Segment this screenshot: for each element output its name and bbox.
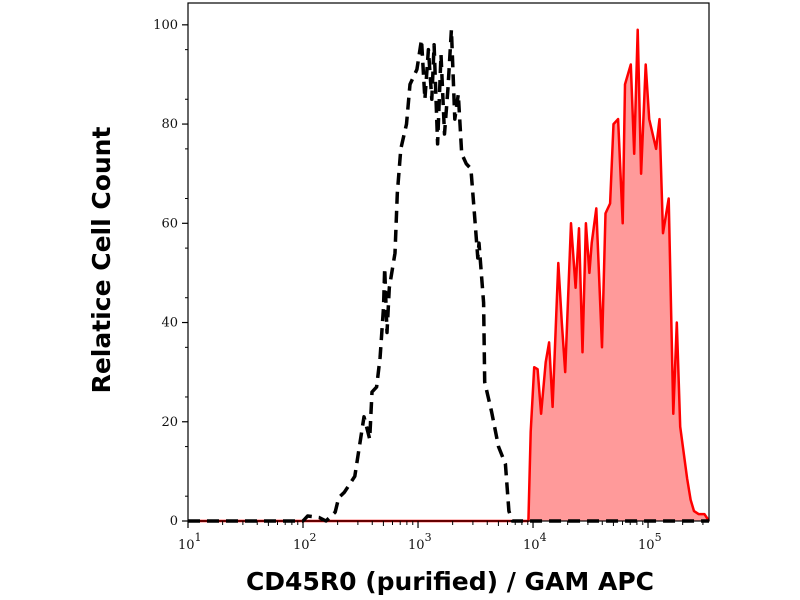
y-tick-label: 0	[170, 514, 178, 529]
x-tick-label: 103	[408, 531, 432, 553]
series-fill-1	[188, 29, 709, 522]
x-tick-base: 10	[408, 538, 425, 553]
y-tick-label: 100	[153, 18, 178, 33]
x-tick-base: 10	[523, 538, 540, 553]
series-layer	[188, 28, 711, 523]
x-tick-exponent: 2	[310, 531, 317, 544]
series-line-stained	[188, 28, 711, 523]
plot-frame	[187, 2, 710, 522]
x-tick-label: 104	[523, 531, 547, 553]
x-tick-exponent: 1	[195, 531, 202, 544]
y-axis-title: Relatice Cell Count	[87, 127, 116, 394]
x-tick-exponent: 5	[655, 531, 662, 544]
x-tick-base: 10	[293, 538, 310, 553]
x-tick-label: 105	[638, 531, 662, 553]
x-tick-label: 101	[178, 531, 202, 553]
y-tick-label: 20	[161, 415, 178, 430]
x-tick-label: 102	[293, 531, 317, 553]
x-tick-exponent: 4	[540, 531, 547, 544]
x-tick-exponent: 3	[425, 531, 432, 544]
y-tick-label: 80	[161, 117, 178, 132]
y-tick-label: 60	[161, 216, 178, 231]
x-tick-base: 10	[638, 538, 655, 553]
x-tick-base: 10	[178, 538, 195, 553]
y-tick-label: 40	[161, 316, 178, 331]
x-axis-title: CD45R0 (purified) / GAM APC	[246, 567, 654, 596]
series-line-control	[188, 28, 709, 523]
